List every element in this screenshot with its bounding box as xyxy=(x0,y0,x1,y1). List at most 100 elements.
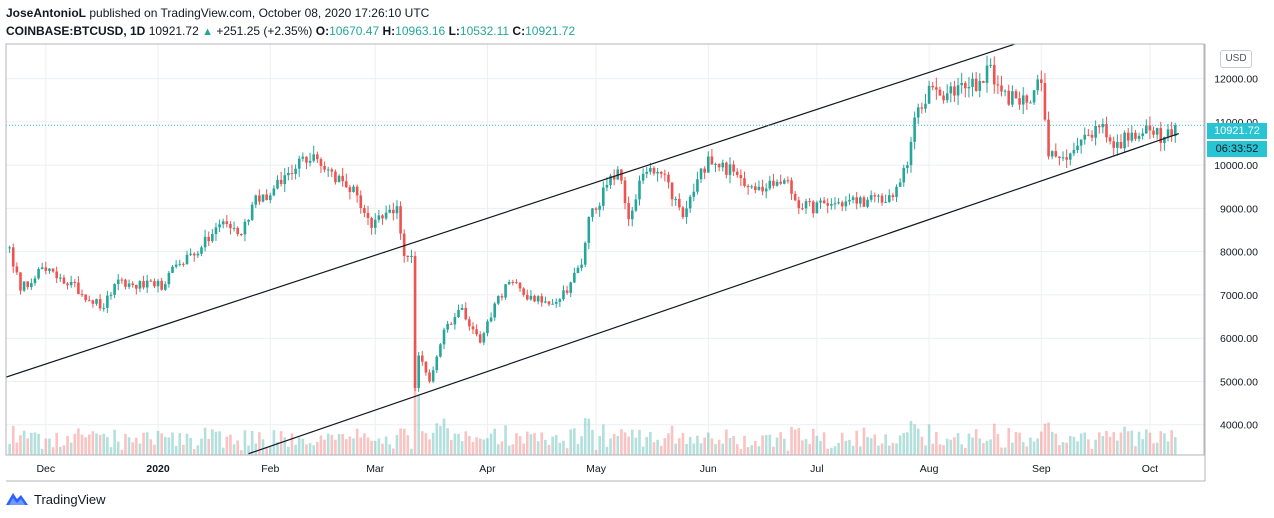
candle-body xyxy=(696,179,699,192)
volume-bar xyxy=(149,439,153,455)
volume-bar xyxy=(938,444,942,455)
volume-bar xyxy=(22,430,26,455)
candle-body xyxy=(891,195,895,198)
candle-body xyxy=(232,227,236,229)
currency-button[interactable]: USD xyxy=(1220,50,1252,68)
candle-body xyxy=(489,317,493,322)
volume-bar xyxy=(811,428,815,455)
candle-body xyxy=(330,169,334,172)
candle-body xyxy=(750,186,754,188)
volume-bar xyxy=(554,434,558,455)
candle-body xyxy=(670,182,674,200)
volume-bar xyxy=(645,436,649,455)
volume-bar xyxy=(250,431,254,455)
candle-body xyxy=(153,281,156,287)
volume-bar xyxy=(1152,443,1155,455)
candle-body xyxy=(1050,151,1054,157)
volume-bar xyxy=(464,431,468,455)
candle-body xyxy=(305,156,308,163)
candle-body xyxy=(1029,102,1032,104)
symbol-label[interactable]: COINBASE:BTCUSD, 1D xyxy=(6,24,146,38)
volume-bar xyxy=(1101,436,1105,455)
candle-body xyxy=(540,296,544,303)
candle-body xyxy=(887,195,891,202)
volume-bar xyxy=(931,443,935,455)
volume-bar xyxy=(536,441,540,455)
candle-body xyxy=(185,254,189,265)
volume-bar xyxy=(927,424,931,455)
high-value: 10963.16 xyxy=(395,24,446,38)
y-tick-label: 12000.00 xyxy=(1214,74,1258,86)
volume-bar xyxy=(1079,433,1083,455)
volume-bar xyxy=(906,432,909,455)
volume-bar xyxy=(203,427,207,455)
candle-body xyxy=(446,323,449,330)
candle-body xyxy=(967,86,971,89)
volume-bar xyxy=(124,433,127,455)
volume-bar xyxy=(363,433,366,455)
candle-body xyxy=(124,279,127,287)
candle-body xyxy=(927,85,931,104)
candle-body xyxy=(493,303,496,318)
volume-bar xyxy=(779,432,782,455)
volume-bar xyxy=(1159,431,1163,455)
volume-bar xyxy=(960,444,963,455)
candle-body xyxy=(359,195,363,209)
candle-body xyxy=(573,272,576,283)
candle-body xyxy=(163,284,167,290)
candle-body xyxy=(326,169,330,171)
candle-body xyxy=(497,296,500,304)
volume-bar xyxy=(377,438,381,455)
volume-bar xyxy=(996,433,1000,455)
candle-body xyxy=(717,163,721,168)
volume-bar xyxy=(355,428,359,455)
candle-body xyxy=(992,64,996,85)
tradingview-brand: TradingView xyxy=(34,491,106,507)
candle-body xyxy=(283,175,287,185)
volume-bar xyxy=(866,436,869,455)
volume-bar xyxy=(352,438,355,455)
volume-bar xyxy=(15,442,19,455)
volume-bar xyxy=(174,445,178,455)
volume-bar xyxy=(73,433,77,455)
candle-body xyxy=(830,204,833,206)
volume-bar xyxy=(258,432,261,455)
volume-bar xyxy=(670,425,674,455)
candle-body xyxy=(515,282,518,284)
candle-body xyxy=(388,209,392,213)
candle-body xyxy=(706,156,710,173)
tradingview-footer[interactable]: TradingView xyxy=(6,488,106,510)
volume-bar xyxy=(641,446,645,455)
volume-bar xyxy=(855,430,858,455)
author-name[interactable]: JoseAntonioL xyxy=(6,6,86,20)
volume-bar xyxy=(247,445,250,455)
volume-bar xyxy=(964,447,967,455)
candle-body xyxy=(1134,132,1137,139)
candle-body xyxy=(95,299,98,304)
volume-bar xyxy=(576,444,580,455)
candle-body xyxy=(254,195,258,205)
x-tick-label: May xyxy=(586,463,607,475)
volume-bar xyxy=(935,432,938,455)
candle-body xyxy=(634,199,638,211)
candle-body xyxy=(775,181,779,186)
candle-body xyxy=(536,296,540,302)
candle-body xyxy=(638,180,641,200)
triangle-up-icon: ▲ xyxy=(202,26,213,38)
volume-bar xyxy=(334,439,337,455)
candle-body xyxy=(80,294,84,296)
candle-body xyxy=(533,295,536,302)
candle-body xyxy=(449,323,453,325)
volume-bar xyxy=(138,443,142,455)
candle-body xyxy=(1000,85,1003,92)
volume-bar xyxy=(395,434,399,455)
volume-bar xyxy=(623,432,627,455)
candle-body xyxy=(985,65,989,83)
candle-body xyxy=(1094,125,1097,138)
volume-bar xyxy=(156,430,160,455)
candle-body xyxy=(522,288,525,295)
volume-bar xyxy=(515,433,518,455)
candle-body xyxy=(855,197,858,204)
volume-bar xyxy=(790,426,793,455)
